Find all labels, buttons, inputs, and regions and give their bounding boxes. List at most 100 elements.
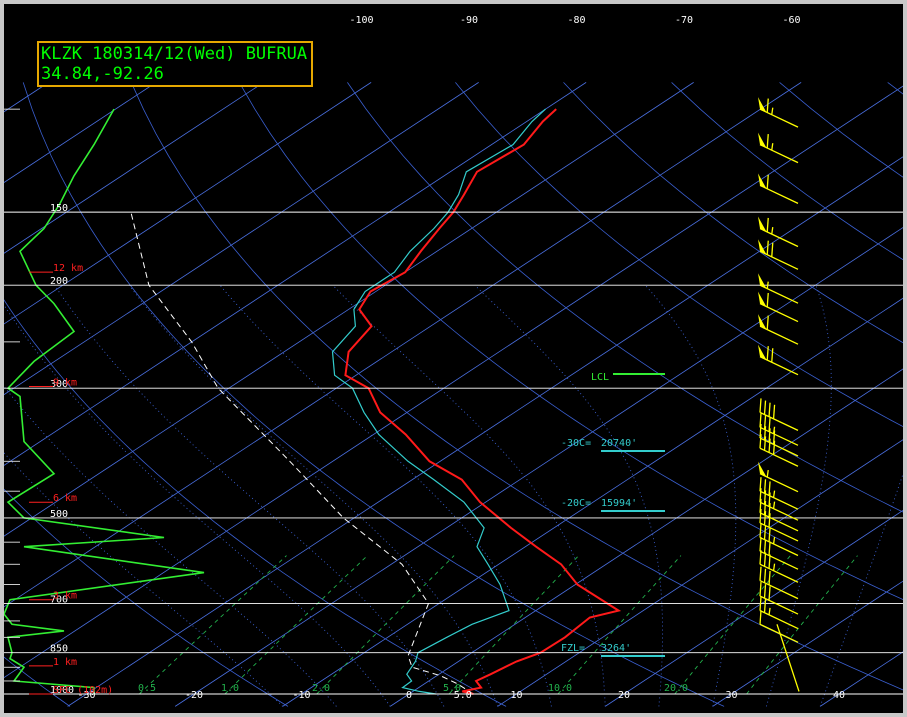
barb-full [759,523,762,538]
barb-full [768,503,771,518]
barb-full [763,511,767,526]
wind-barb [758,291,799,323]
wind-barb [759,537,799,570]
isobar-label: 850 [50,644,68,655]
moist-adiabat [819,472,903,707]
barb-flag [758,461,767,477]
isobar-label: 150 [50,203,68,214]
moist-adiabat [645,284,737,707]
barb-full [772,404,776,419]
barb-staff [759,536,799,557]
level-height: 3264' [601,643,631,654]
wind-barb [758,173,799,204]
mixing-ratio-label: 20.0 [664,683,688,694]
isotherm-line [4,82,157,183]
moist-adiabat [765,285,832,707]
barb-full [759,610,762,625]
barb-full [772,440,776,455]
barb-full [759,508,762,524]
barb-flag [758,239,767,255]
barb-full [768,541,771,556]
skew-t-plot: 150 200 300 500 700 850 1000 -100 -90 -80 -70 -60 -3… [4,4,903,713]
temp-tick-bottom: 10 [510,690,522,701]
barb-staff [759,522,799,542]
mixing-ratio-line [746,555,858,695]
barb-full [771,348,774,363]
barb-full [763,539,767,554]
moist-adiabat [54,284,445,707]
mixing-ratio-line [316,555,455,695]
temp-tick-top: -100 [349,15,373,26]
temperature-line [344,108,622,695]
mixing-ratio-label: 1.0 [221,683,239,694]
isotherm-line [282,297,903,707]
barb-flag [758,273,767,289]
barb-full [763,479,767,494]
isotherm-line [174,227,903,707]
mixing-ratio-label: 0.5 [138,683,156,694]
barb-full [768,570,771,585]
barb-full [768,417,771,432]
wind-barb [759,498,799,532]
isotherm-line [4,82,372,325]
barb-full [763,525,767,540]
barb-staff [759,411,799,431]
barb-half [772,490,776,498]
barb-flag [758,344,767,360]
height-label: 3 km [53,591,77,602]
isotherm-line [4,82,694,537]
barb-flag [758,314,767,330]
level-label: -20C= [561,498,591,509]
height-label: 1 km [53,657,77,668]
mixing-ratio-label: 2.0 [312,683,330,694]
barb-staff [759,609,799,630]
barb-flag [758,173,767,189]
wind-barb [758,216,799,248]
barb-full [768,438,771,453]
barb-full [763,552,767,567]
temp-tick-top: -80 [567,15,585,26]
barb-full [759,413,762,428]
barb-half [771,107,774,115]
wind-barb [759,423,799,457]
barb-half [772,536,776,545]
mixing-ratio-label: 10.0 [548,683,572,694]
wind-barb [759,477,799,510]
lcl-label: LCL [591,372,609,383]
barb-full [768,527,771,542]
barb-full [772,430,776,445]
height-label: SFC (102m) [53,685,113,696]
barb-full [768,586,771,601]
barb-full [763,426,767,441]
isobar-label: 300 [50,379,68,390]
wind-barb [759,488,799,521]
barb-full [759,398,762,413]
barb-full [768,492,771,507]
isotherm-line [819,651,903,707]
wind-barb [759,398,799,431]
barb-full [768,513,771,528]
wind-barb [758,344,799,376]
barb-full [759,566,762,581]
wind-barb [759,550,799,583]
level-label: -30C= [561,438,591,449]
dry-adiabat [671,82,903,261]
height-label: 6 km [53,493,77,504]
barb-flag [758,216,767,232]
relative-humidity-line [4,108,205,694]
barb-half [768,607,771,615]
barb-full [759,537,762,552]
barb-full [763,598,767,613]
barb-staff [759,550,799,570]
wind-barb [758,132,799,164]
isotherm-line [4,82,479,396]
barb-staff [759,501,799,521]
mixing-ratio-line [138,555,287,695]
barb-full [768,428,771,443]
wind-barb [758,97,799,128]
moist-adiabat [4,452,284,707]
isotherm-line [4,85,903,679]
barb-full [766,134,769,149]
